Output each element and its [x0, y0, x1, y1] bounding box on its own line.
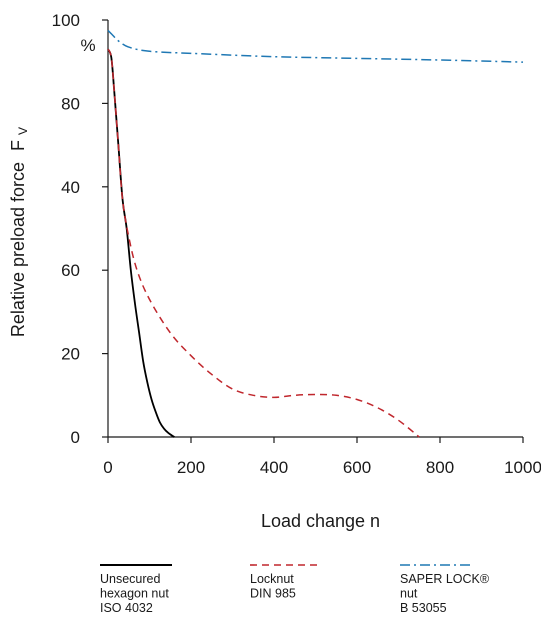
x-tick-label: 400	[260, 458, 288, 477]
x-tick-label: 1000	[504, 458, 541, 477]
y-tick-label: 60	[61, 261, 80, 280]
y-tick-label: 80	[61, 94, 80, 113]
x-tick-label: 800	[426, 458, 454, 477]
y-axis-title: Relative preload force F V	[8, 127, 30, 337]
x-tick-label: 600	[343, 458, 371, 477]
legend-label: nut	[400, 587, 418, 601]
y-tick-label: 100	[52, 11, 80, 30]
y-tick-label: 20	[61, 345, 80, 364]
y-tick-label: 40	[61, 178, 80, 197]
legend-label: SAPER LOCK®	[400, 572, 490, 586]
x-tick-label: 0	[103, 458, 112, 477]
series-lines	[107, 29, 524, 438]
series-line	[107, 48, 420, 438]
plot-area: 0 200 400 600 800 1000 0 20 60 40 80 100	[52, 11, 541, 477]
y-unit-label: %	[80, 36, 95, 55]
x-tick-label: 200	[177, 458, 205, 477]
series-line	[107, 29, 524, 63]
legend-label: DIN 985	[250, 587, 296, 601]
y-axis-title-text: Relative preload force	[8, 162, 28, 337]
legend-label: Locknut	[250, 572, 294, 586]
legend-label: ISO 4032	[100, 601, 153, 615]
legend-label: Unsecured	[100, 572, 160, 586]
x-axis-title: Load change n	[261, 511, 380, 531]
axis-ticks: 0 200 400 600 800 1000 0 20 60 40 80 100	[52, 11, 541, 477]
y-tick-label: 0	[71, 428, 80, 447]
y-axis-title-subscript: V	[16, 127, 30, 135]
legend-label: B 53055	[400, 601, 447, 615]
legend-label: hexagon nut	[100, 587, 169, 601]
series-line	[107, 48, 175, 438]
y-axis-title-symbol: F	[8, 140, 28, 151]
